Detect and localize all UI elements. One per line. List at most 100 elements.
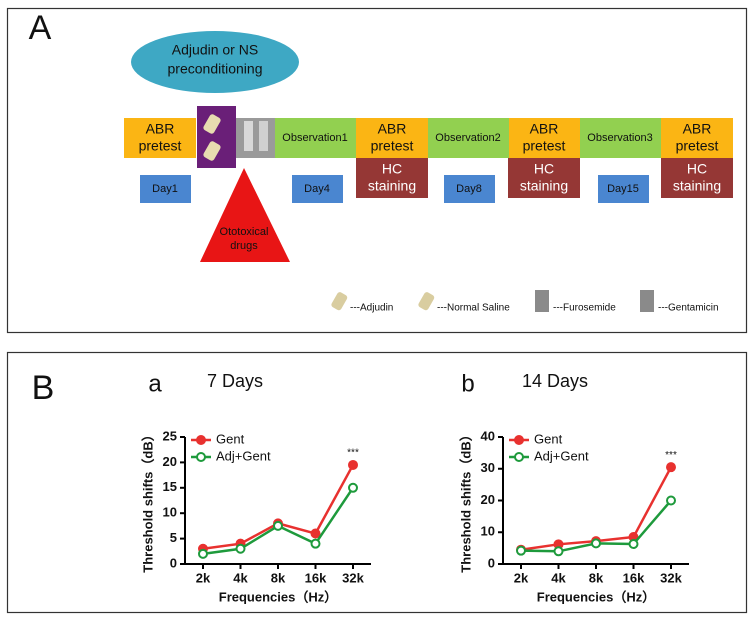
hc-text: HC: [382, 161, 402, 177]
abr-text: pretest: [139, 138, 182, 154]
drug-text: drugs: [230, 240, 258, 252]
chart-title: 7 Days: [207, 371, 263, 391]
y-tick-label: 15: [163, 479, 177, 494]
abr-text: ABR: [146, 121, 175, 137]
data-point: [348, 459, 358, 470]
data-point: [591, 538, 601, 549]
hc-text: staining: [520, 178, 568, 194]
observation-box: [275, 118, 356, 158]
x-tick-label: 2k: [196, 570, 211, 585]
x-tick-label: 4k: [551, 570, 566, 585]
day-box: [598, 175, 649, 203]
legend-marker: [196, 435, 206, 445]
data-point: [273, 520, 283, 531]
hc-box: [356, 158, 428, 198]
legend-icon: [418, 292, 435, 311]
x-tick-label: 8k: [271, 570, 286, 585]
drug-text: Ototoxical: [220, 226, 269, 238]
preconditioning-text: Adjudin or NS: [172, 42, 258, 58]
legend-marker: [196, 452, 206, 462]
preconditioning-text: preconditioning: [168, 61, 263, 77]
legend-marker: [514, 435, 524, 445]
abr-text: pretest: [371, 138, 414, 154]
legend-text: ---Adjudin: [350, 303, 393, 314]
hc-text: HC: [534, 161, 554, 177]
vial-icon: [203, 114, 221, 161]
observation-box: [580, 118, 661, 158]
panel-letter: b: [461, 370, 474, 397]
significance: ***: [347, 448, 359, 459]
legend-text: ---Normal Saline: [437, 303, 510, 314]
data-point: [666, 495, 676, 506]
abr-text: ABR: [378, 121, 407, 137]
day-box: [292, 175, 343, 203]
hc-box: [661, 158, 733, 198]
y-tick-label: 10: [163, 505, 177, 520]
abr-box: [508, 118, 580, 158]
y-tick-label: 25: [163, 428, 177, 443]
drug-image: [244, 121, 253, 151]
legend-label: Adj+Gent: [534, 448, 589, 463]
abr-text: ABR: [530, 121, 559, 137]
abr-box: [124, 118, 196, 158]
y-tick-label: 20: [163, 454, 177, 469]
day-text: Day4: [304, 183, 330, 195]
observation-text: Observation3: [587, 132, 652, 144]
data-point: [310, 528, 321, 539]
vial-box: [197, 106, 236, 168]
legend-label: Adj+Gent: [216, 448, 271, 463]
legend-label: Gent: [534, 431, 563, 446]
panel-label: B: [32, 369, 55, 407]
abr-text: pretest: [523, 138, 566, 154]
data-point: [553, 546, 564, 557]
hc-box: [508, 158, 580, 198]
hc-text: staining: [673, 178, 721, 194]
preconditioning-ellipse: [131, 31, 299, 93]
legend-label: Gent: [216, 431, 245, 446]
abr-box: [356, 118, 428, 158]
series-line: [202, 464, 355, 550]
x-tick-label: 2k: [514, 570, 529, 585]
data-point: [348, 482, 358, 493]
panel-b-frame: [6, 351, 748, 614]
x-axis-label: Frequencies（Hz）: [219, 589, 337, 604]
x-tick-label: 16k: [305, 570, 327, 585]
hc-text: staining: [368, 178, 416, 194]
legend-icon: [331, 292, 348, 311]
data-point: [235, 543, 246, 554]
x-tick-label: 32k: [660, 570, 682, 585]
day-box: [140, 175, 191, 203]
x-tick-label: 16k: [623, 570, 645, 585]
day-text: Day1: [152, 183, 178, 195]
y-axis-label: Threshold shifts（dB）: [458, 428, 473, 572]
y-tick-label: 10: [481, 524, 495, 539]
legend-icon: [640, 290, 654, 312]
y-tick-label: 5: [170, 530, 177, 545]
y-tick-label: 0: [488, 555, 495, 570]
x-tick-label: 4k: [233, 570, 248, 585]
day-box: [444, 175, 495, 203]
drug-triangle: [200, 168, 290, 262]
significance: ***: [665, 450, 677, 461]
abr-text: pretest: [676, 138, 719, 154]
day-text: Day8: [456, 183, 482, 195]
legend-text: ---Furosemide: [553, 303, 616, 314]
data-point: [516, 545, 526, 556]
y-tick-label: 30: [481, 460, 495, 475]
data-point: [310, 538, 321, 549]
y-tick-label: 0: [170, 555, 177, 570]
panel-label: A: [29, 9, 52, 47]
legend-text: ---Gentamicin: [658, 303, 719, 314]
abr-box: [661, 118, 733, 158]
panel-letter: a: [148, 370, 162, 397]
y-axis-label: Threshold shifts（dB）: [140, 428, 155, 572]
x-tick-label: 32k: [342, 570, 364, 585]
y-tick-label: 40: [481, 428, 495, 443]
drug-image: [259, 121, 268, 151]
legend-icon: [535, 290, 549, 312]
hc-text: HC: [687, 161, 707, 177]
legend-marker: [514, 452, 524, 462]
data-point: [628, 538, 639, 549]
